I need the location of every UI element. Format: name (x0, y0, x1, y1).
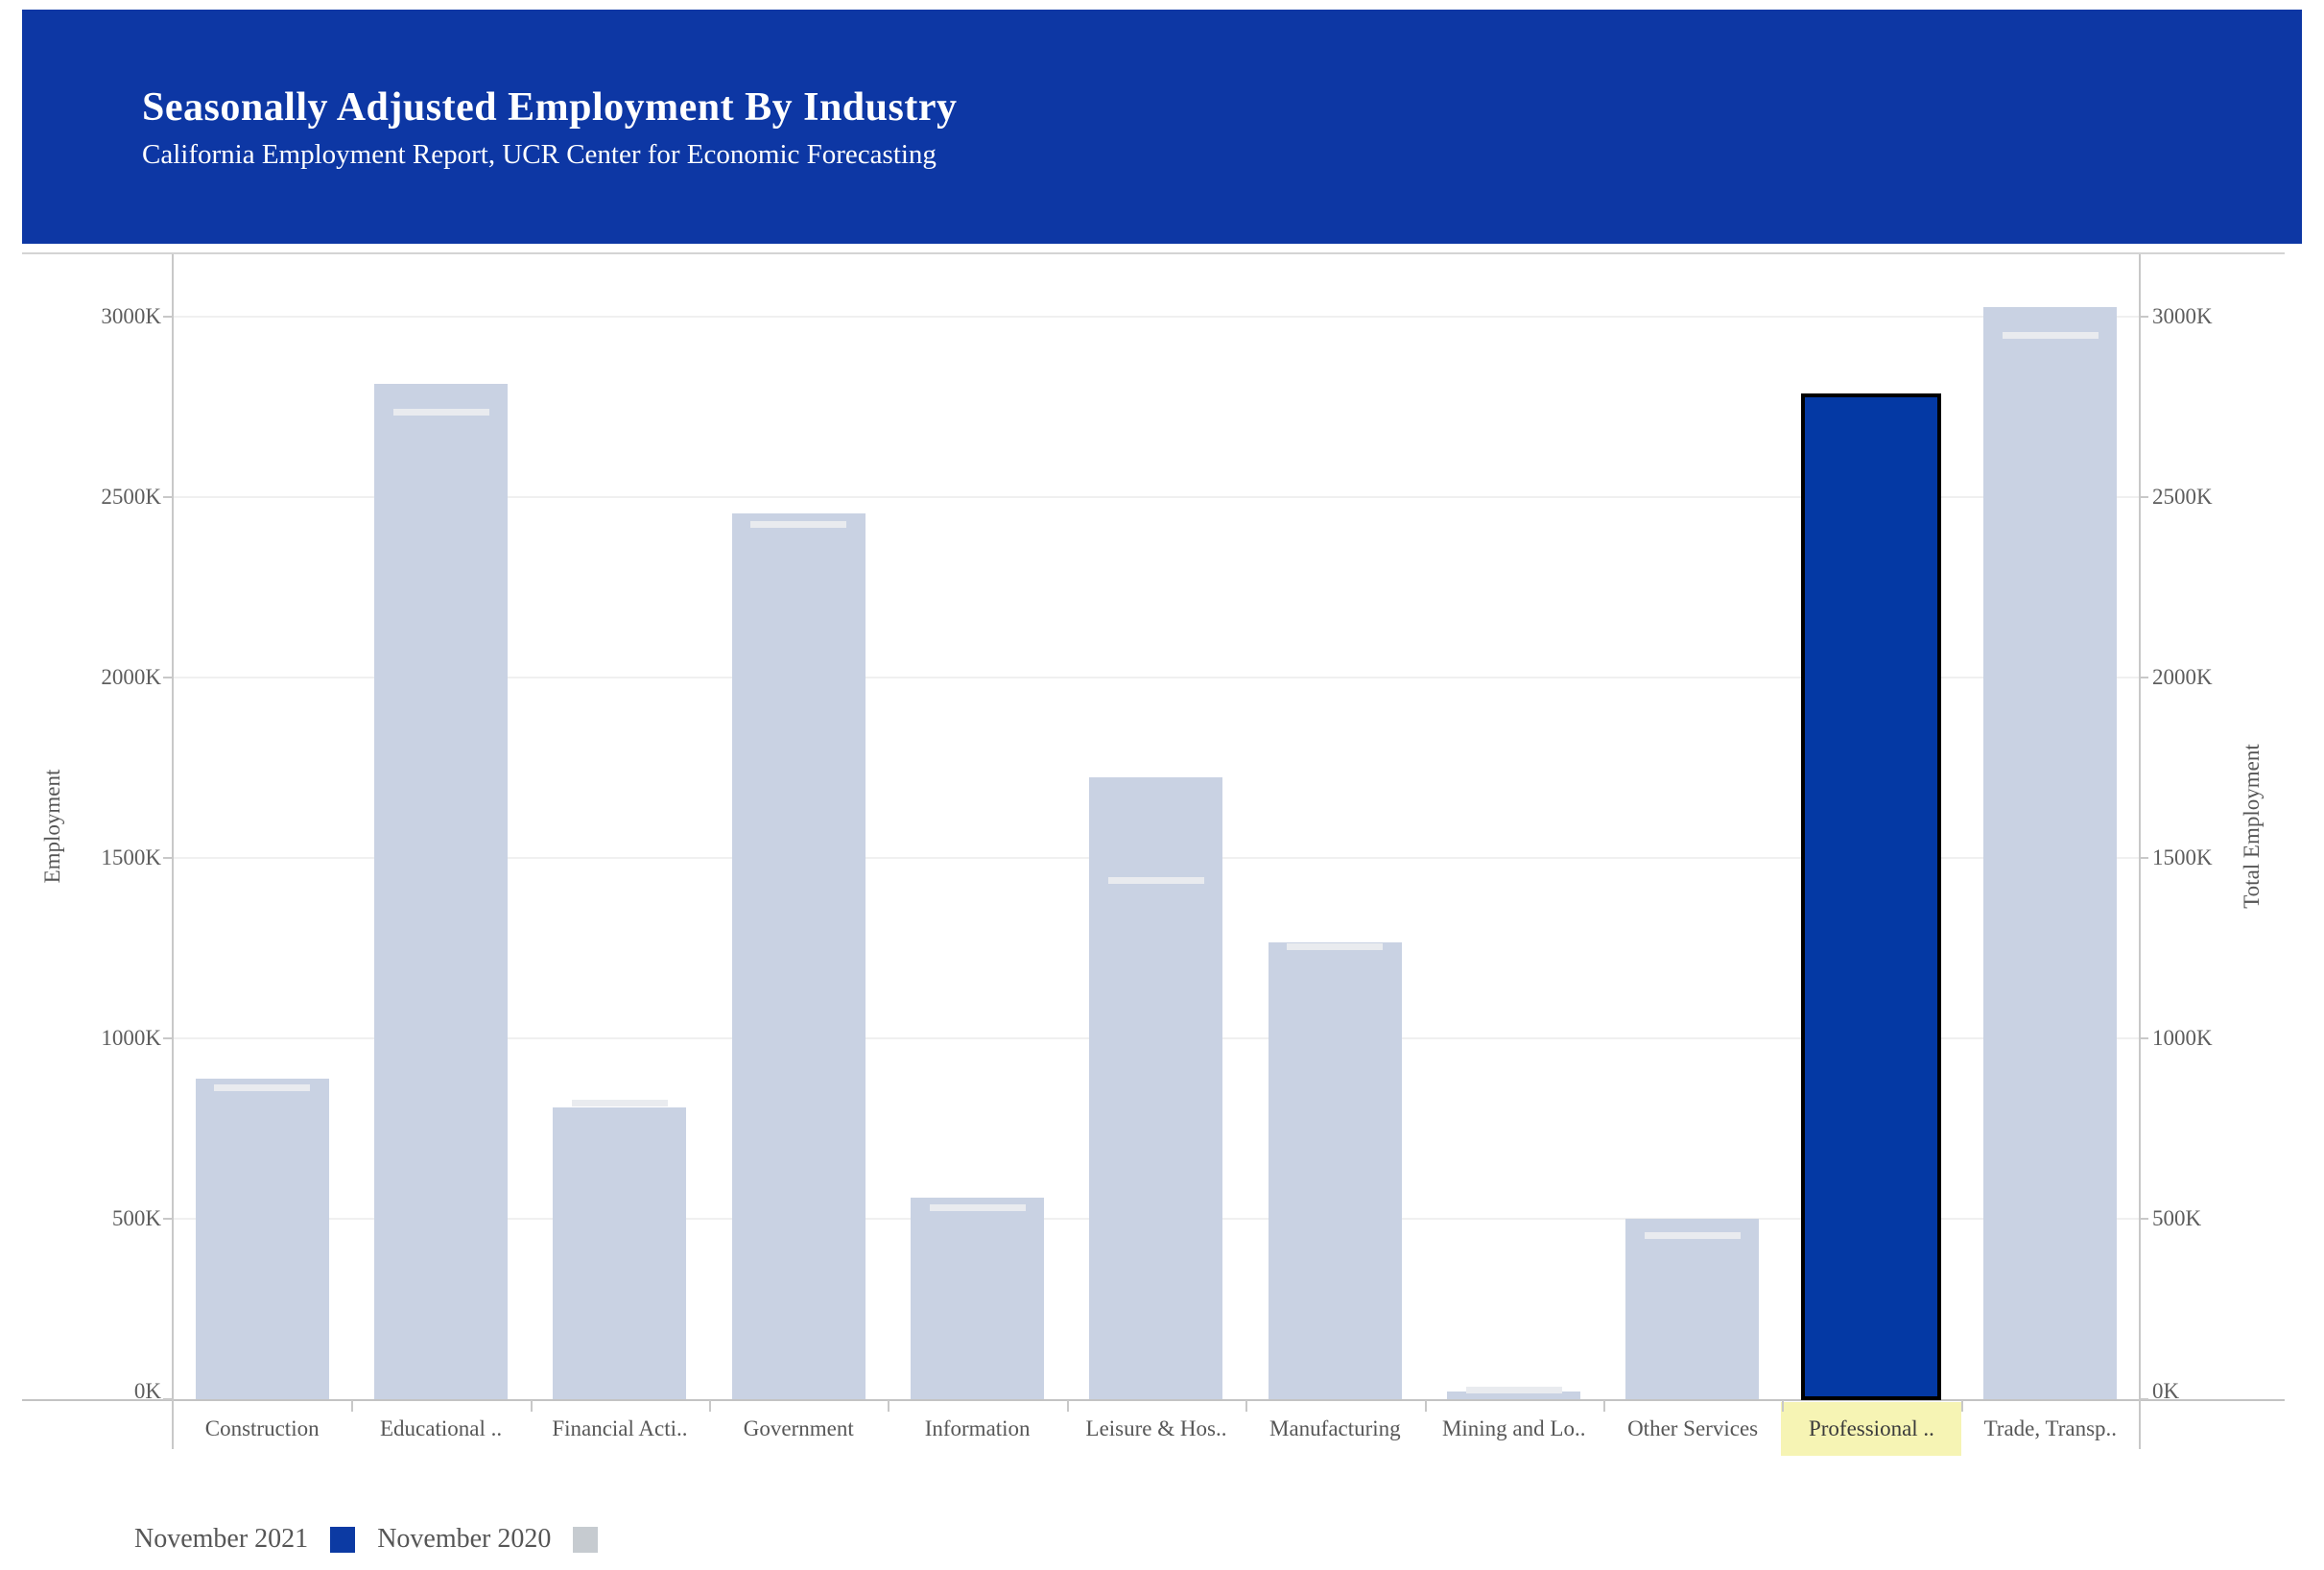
mark-november-2021-government[interactable] (750, 521, 847, 528)
y-tick-label-left: 3000K (101, 304, 161, 328)
gridline-2000k (174, 677, 2139, 678)
bar-november-2020-leisure-hos[interactable] (1089, 777, 1223, 1399)
bar-november-2020-government[interactable] (731, 513, 866, 1399)
y-axis-right-line (2139, 254, 2141, 1449)
y-tick-mark-left (163, 1037, 172, 1039)
y-tick-mark-right (2140, 1037, 2148, 1039)
y-tick-mark-right (2140, 1218, 2148, 1220)
mark-november-2021-leisure-hos[interactable] (1108, 877, 1204, 884)
y-tick-mark-left (163, 1218, 172, 1220)
y-axis-left-line (172, 254, 174, 1449)
x-label-other-services[interactable]: Other Services (1627, 1416, 1759, 1440)
y-tick-label-right: 1500K (2152, 845, 2213, 869)
chart-top-border (22, 252, 2285, 254)
highlighted-bar-november-2021-professional[interactable] (1801, 393, 1942, 1400)
bar-november-2020-information[interactable] (910, 1198, 1044, 1399)
page-title: Seasonally Adjusted Employment By Indust… (142, 85, 958, 130)
gridline-2500k (174, 496, 2139, 498)
x-boundary-tick (709, 1400, 711, 1412)
x-label-mining-and-lo[interactable]: Mining and Lo.. (1441, 1416, 1586, 1440)
x-boundary-tick (1603, 1400, 1605, 1412)
page-subtitle: California Employment Report, UCR Center… (142, 139, 937, 171)
y-tick-mark-left (163, 857, 172, 859)
x-boundary-tick (1782, 1400, 1784, 1412)
legend-label-november-2021[interactable]: November 2021 (134, 1524, 309, 1554)
y-tick-mark-right (2140, 857, 2148, 859)
y-tick-mark-left (163, 496, 172, 498)
x-label-trade-transp[interactable]: Trade, Transp.. (1983, 1416, 2118, 1440)
y-tick-label-right: 3000K (2152, 304, 2213, 328)
bar-november-2020-mining-and-lo[interactable] (1447, 1392, 1581, 1399)
bar-november-2020-financial-acti[interactable] (553, 1107, 687, 1399)
x-label-manufacturing[interactable]: Manufacturing (1269, 1416, 1401, 1440)
mark-november-2021-information[interactable] (929, 1204, 1026, 1211)
y-axis-right-title: Total Employment (2240, 744, 2264, 909)
y-tick-label-left: 2000K (101, 665, 161, 689)
y-tick-mark-left (163, 1398, 172, 1400)
legend-swatch-november-2021[interactable] (330, 1526, 356, 1553)
x-label-construction[interactable]: Construction (204, 1416, 320, 1440)
x-boundary-tick (1425, 1400, 1427, 1412)
bar-november-2020-trade-transp[interactable] (1983, 307, 2118, 1399)
x-boundary-tick (1067, 1400, 1069, 1412)
y-tick-mark-right (2140, 1398, 2148, 1400)
y-tick-label-right: 500K (2152, 1206, 2202, 1230)
y-tick-label-right: 2500K (2152, 485, 2213, 509)
mark-november-2021-mining-and-lo[interactable] (1465, 1387, 1562, 1393)
y-tick-label-left: 0K (133, 1379, 161, 1403)
y-tick-mark-right (2140, 316, 2148, 318)
y-tick-label-right: 0K (2152, 1379, 2180, 1403)
mark-november-2021-trade-transp[interactable] (2002, 332, 2099, 339)
y-tick-mark-right (2140, 496, 2148, 498)
y-tick-label-left: 500K (111, 1206, 161, 1230)
header-banner: Seasonally Adjusted Employment By Indust… (22, 10, 2302, 244)
y-tick-label-left: 1500K (101, 845, 161, 869)
x-label-professional[interactable]: Professional .. (1808, 1416, 1934, 1440)
y-tick-label-right: 2000K (2152, 665, 2213, 689)
x-axis-baseline (22, 1399, 2285, 1401)
legend: November 2021 November 2020 (134, 1524, 599, 1555)
bar-november-2020-other-services[interactable] (1625, 1219, 1760, 1399)
y-tick-label-left: 1000K (101, 1026, 161, 1050)
mark-november-2021-manufacturing[interactable] (1287, 943, 1384, 950)
x-label-government[interactable]: Government (743, 1416, 854, 1440)
x-label-educational[interactable]: Educational .. (379, 1416, 503, 1440)
y-tick-label-left: 2500K (101, 485, 161, 509)
gridline-3000k (174, 316, 2139, 318)
mark-november-2021-educational[interactable] (392, 409, 489, 416)
x-boundary-tick (531, 1400, 533, 1412)
mark-november-2021-financial-acti[interactable] (571, 1100, 668, 1106)
y-axis-left-title: Employment (40, 769, 64, 884)
mark-november-2021-other-services[interactable] (1645, 1232, 1742, 1239)
y-tick-mark-right (2140, 677, 2148, 678)
x-boundary-tick (1245, 1400, 1247, 1412)
legend-label-november-2020[interactable]: November 2020 (377, 1524, 552, 1554)
y-tick-mark-left (163, 316, 172, 318)
x-label-leisure-hos[interactable]: Leisure & Hos.. (1085, 1416, 1227, 1440)
legend-swatch-november-2020[interactable] (573, 1526, 599, 1553)
bar-november-2020-construction[interactable] (195, 1079, 329, 1399)
x-label-financial-acti[interactable]: Financial Acti.. (552, 1416, 688, 1440)
bar-november-2020-manufacturing[interactable] (1268, 942, 1402, 1399)
x-label-information[interactable]: Information (924, 1416, 1031, 1440)
y-tick-mark-left (163, 677, 172, 678)
x-boundary-tick (351, 1400, 353, 1412)
bar-november-2020-educational[interactable] (373, 384, 508, 1399)
x-boundary-tick (888, 1400, 889, 1412)
mark-november-2021-construction[interactable] (214, 1084, 311, 1091)
y-tick-label-right: 1000K (2152, 1026, 2213, 1050)
x-boundary-tick (1961, 1400, 1963, 1412)
category-highlight-box (1781, 1402, 1961, 1456)
